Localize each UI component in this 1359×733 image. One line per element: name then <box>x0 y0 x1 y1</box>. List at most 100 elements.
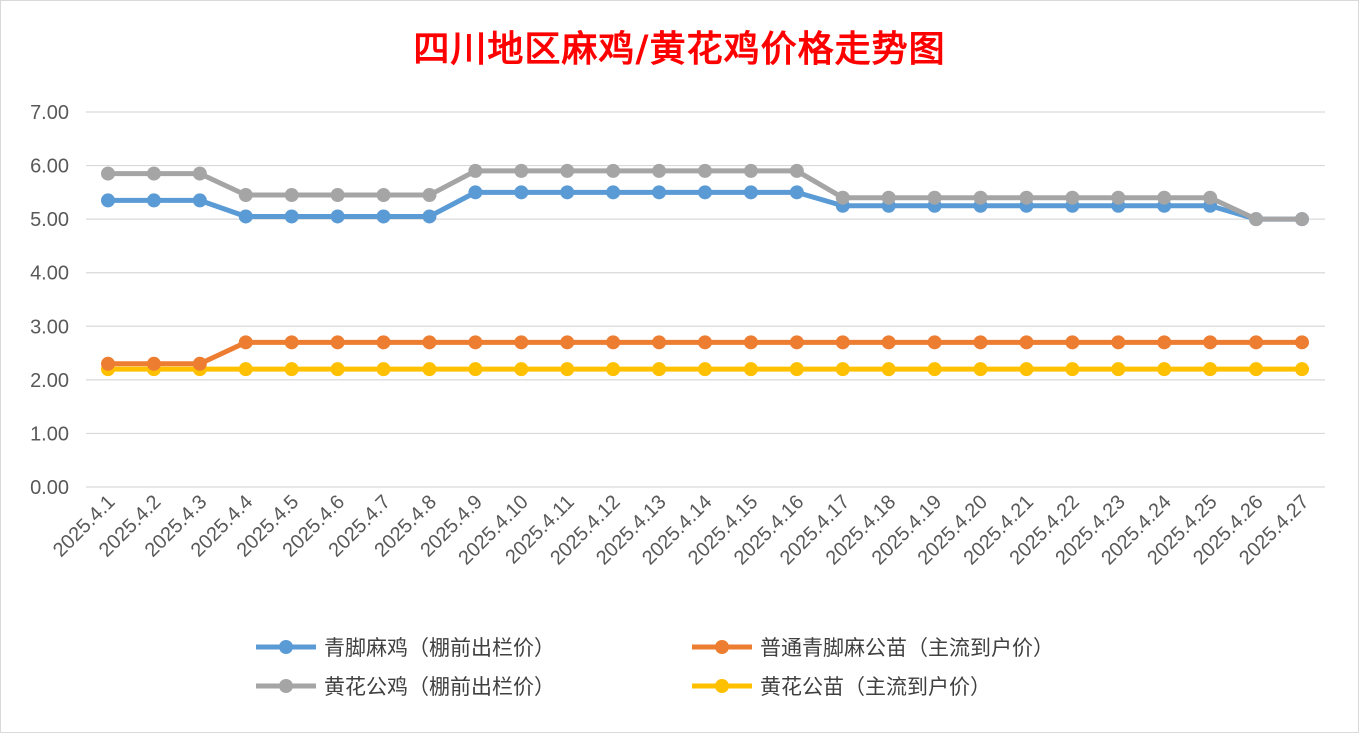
data-point <box>1065 362 1080 377</box>
data-point <box>284 209 299 224</box>
data-point <box>376 209 391 224</box>
legend[interactable]: 青脚麻鸡（棚前出栏价） 普通青脚麻公苗（主流到户价） 黄花公鸡（棚前出栏价） 黄花公苗… <box>256 636 1054 699</box>
legend-item[interactable]: 普通青脚麻公苗（主流到户价） <box>692 636 1054 660</box>
data-point <box>743 163 758 178</box>
chart-title: 四川地区麻鸡/黄花鸡价格走势图 <box>413 28 946 70</box>
data-point <box>927 335 942 350</box>
y-tick-label: 1.00 <box>30 423 69 445</box>
legend-item[interactable]: 黄花公苗（主流到户价） <box>692 675 991 699</box>
data-point <box>284 335 299 350</box>
data-point <box>652 163 667 178</box>
data-point <box>560 362 575 377</box>
data-point <box>468 163 483 178</box>
y-tick-label: 2.00 <box>30 370 69 392</box>
gridlines <box>86 111 1325 488</box>
data-point <box>881 335 896 350</box>
data-point <box>468 185 483 200</box>
data-point <box>238 362 253 377</box>
data-point <box>422 335 437 350</box>
data-point <box>330 335 345 350</box>
data-point <box>1019 335 1034 350</box>
data-point <box>560 163 575 178</box>
data-point <box>698 163 712 178</box>
data-point <box>146 356 161 371</box>
data-point <box>238 335 253 350</box>
data-point <box>192 166 207 181</box>
data-point <box>881 362 896 377</box>
data-point <box>146 166 161 181</box>
data-point <box>789 335 804 350</box>
data-point <box>514 335 529 350</box>
legend-marker <box>279 640 293 654</box>
data-point <box>146 193 161 208</box>
series-2 <box>101 335 1309 371</box>
data-point <box>606 185 621 200</box>
data-point <box>330 209 345 224</box>
data-point <box>606 163 621 178</box>
data-point <box>789 163 804 178</box>
legend-marker <box>279 679 293 693</box>
data-point <box>330 362 345 377</box>
data-point <box>1295 212 1309 227</box>
data-point <box>376 188 391 203</box>
legend-item[interactable]: 青脚麻鸡（棚前出栏价） <box>256 636 555 660</box>
data-point <box>881 190 896 205</box>
y-tick-label: 3.00 <box>30 316 69 338</box>
data-point <box>376 362 391 377</box>
data-point <box>1157 362 1172 377</box>
data-point <box>1157 190 1172 205</box>
data-point <box>927 362 942 377</box>
data-point <box>835 335 850 350</box>
data-point <box>606 362 621 377</box>
data-point <box>101 193 115 208</box>
data-point <box>1019 362 1034 377</box>
data-point <box>1203 190 1218 205</box>
data-point <box>789 185 804 200</box>
data-point <box>698 362 712 377</box>
data-point <box>927 190 942 205</box>
y-tick-label: 4.00 <box>30 263 69 285</box>
data-point <box>1111 190 1126 205</box>
data-point <box>743 335 758 350</box>
data-point <box>698 185 712 200</box>
legend-item[interactable]: 黄花公鸡（棚前出栏价） <box>256 675 555 699</box>
legend-marker <box>715 679 729 693</box>
legend-label: 黄花公苗（主流到户价） <box>760 675 991 699</box>
data-point <box>101 166 115 181</box>
data-point <box>743 362 758 377</box>
data-point <box>422 362 437 377</box>
data-point <box>468 335 483 350</box>
data-point <box>514 362 529 377</box>
series-1 <box>101 185 1309 227</box>
data-point <box>560 335 575 350</box>
legend-label: 普通青脚麻公苗（主流到户价） <box>760 636 1054 660</box>
data-point <box>376 335 391 350</box>
y-tick-label: 5.00 <box>30 209 69 231</box>
data-point <box>514 185 529 200</box>
data-point <box>468 362 483 377</box>
data-point <box>1111 335 1126 350</box>
y-tick-label: 0.00 <box>30 477 69 499</box>
data-point <box>835 190 850 205</box>
data-point <box>1249 362 1264 377</box>
data-point <box>1295 362 1309 377</box>
data-point <box>973 362 988 377</box>
data-point <box>284 188 299 203</box>
legend-label: 青脚麻鸡（棚前出栏价） <box>324 636 555 660</box>
data-point <box>1295 335 1309 350</box>
data-point <box>422 188 437 203</box>
data-point <box>1249 212 1264 227</box>
y-tick-label: 6.00 <box>30 156 69 178</box>
series-4 <box>101 362 1309 377</box>
data-point <box>284 362 299 377</box>
data-point <box>1157 335 1172 350</box>
data-point <box>1203 362 1218 377</box>
data-point <box>1065 335 1080 350</box>
data-point <box>743 185 758 200</box>
data-point <box>652 362 667 377</box>
data-point <box>606 335 621 350</box>
data-point <box>422 209 437 224</box>
data-point <box>238 188 253 203</box>
series-lines <box>101 163 1309 377</box>
